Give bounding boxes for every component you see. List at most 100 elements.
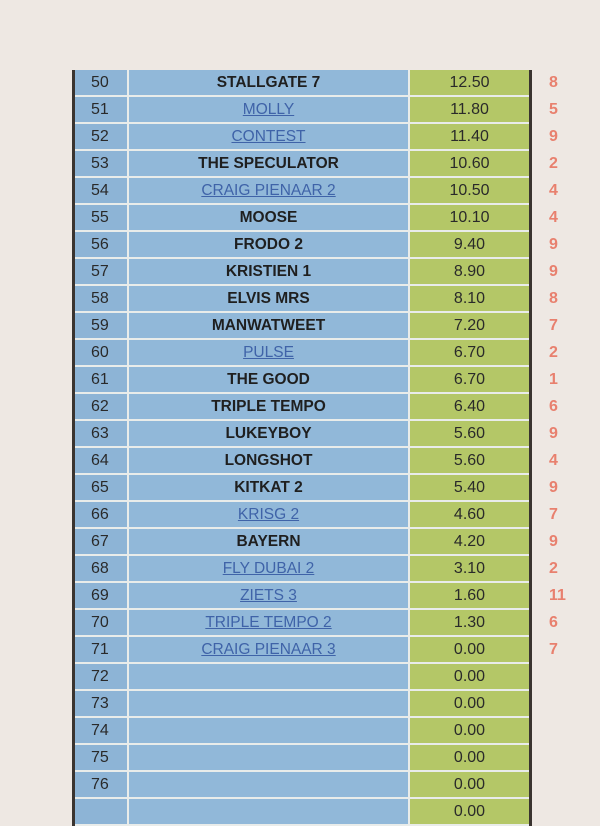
handwritten-rank: 6 xyxy=(549,398,558,415)
row-number: 72 xyxy=(75,664,129,689)
entry-name: KRISTIEN 1 xyxy=(129,259,410,284)
entry-name xyxy=(129,691,410,716)
handwritten-rank: 9 xyxy=(549,425,558,442)
entry-name[interactable]: CRAIG PIENAAR 3 xyxy=(129,637,410,662)
table-row: 62 TRIPLE TEMPO 6.40 6 xyxy=(75,394,558,421)
score-value: 11.80 xyxy=(410,97,529,122)
score-value: 10.10 xyxy=(410,205,529,230)
table-row: 66 KRISG 2 4.60 7 xyxy=(75,502,558,529)
handwritten-rank: 1 xyxy=(549,371,558,388)
handwritten-rank: 9 xyxy=(549,128,558,145)
score-value: 12.50 xyxy=(410,70,529,95)
table-row: 0.00 xyxy=(75,799,529,826)
entry-name[interactable]: CONTEST xyxy=(129,124,410,149)
row-number: 66 xyxy=(75,502,129,527)
entry-name: MANWATWEET xyxy=(129,313,410,338)
score-value: 8.10 xyxy=(410,286,529,311)
entry-name[interactable]: ZIETS 3 xyxy=(129,583,410,608)
score-value: 5.60 xyxy=(410,448,529,473)
table-row: 67 BAYERN 4.20 9 xyxy=(75,529,558,556)
table-row: 69 ZIETS 3 1.60 11 xyxy=(75,583,566,610)
row-number xyxy=(75,799,129,824)
score-value: 0.00 xyxy=(410,664,529,689)
row-number: 60 xyxy=(75,340,129,365)
table-row: 59 MANWATWEET 7.20 7 xyxy=(75,313,558,340)
score-value: 6.70 xyxy=(410,367,529,392)
entry-name: ELVIS MRS xyxy=(129,286,410,311)
row-number: 55 xyxy=(75,205,129,230)
row-number: 52 xyxy=(75,124,129,149)
row-number: 76 xyxy=(75,772,129,797)
score-value: 7.20 xyxy=(410,313,529,338)
row-number: 56 xyxy=(75,232,129,257)
table-row: 64 LONGSHOT 5.60 4 xyxy=(75,448,558,475)
score-value: 3.10 xyxy=(410,556,529,581)
table-row: 73 0.00 xyxy=(75,691,529,718)
table-row: 71 CRAIG PIENAAR 3 0.00 7 xyxy=(75,637,558,664)
row-number: 58 xyxy=(75,286,129,311)
row-number: 68 xyxy=(75,556,129,581)
table-row: 58 ELVIS MRS 8.10 8 xyxy=(75,286,558,313)
score-value: 5.60 xyxy=(410,421,529,446)
entry-name: THE SPECULATOR xyxy=(129,151,410,176)
entry-name: BAYERN xyxy=(129,529,410,554)
table-row: 52 CONTEST 11.40 9 xyxy=(75,124,558,151)
results-table: 50 STALLGATE 7 12.50 8 51 MOLLY 11.80 5 52 CONTES… xyxy=(72,70,566,826)
row-number: 75 xyxy=(75,745,129,770)
entry-name[interactable]: PULSE xyxy=(129,340,410,365)
row-number: 59 xyxy=(75,313,129,338)
table-row: 60 PULSE 6.70 2 xyxy=(75,340,558,367)
entry-name: TRIPLE TEMPO xyxy=(129,394,410,419)
score-value: 0.00 xyxy=(410,718,529,743)
handwritten-rank: 4 xyxy=(549,452,558,469)
handwritten-rank: 2 xyxy=(549,155,558,172)
entry-name: LUKEYBOY xyxy=(129,421,410,446)
score-value: 4.20 xyxy=(410,529,529,554)
score-value: 1.60 xyxy=(410,583,529,608)
entry-name[interactable]: MOLLY xyxy=(129,97,410,122)
table-row: 50 STALLGATE 7 12.50 8 xyxy=(75,70,558,97)
row-number: 73 xyxy=(75,691,129,716)
score-value: 4.60 xyxy=(410,502,529,527)
handwritten-rank: 7 xyxy=(549,641,558,658)
score-value: 9.40 xyxy=(410,232,529,257)
table-row: 72 0.00 xyxy=(75,664,529,691)
handwritten-rank: 2 xyxy=(549,344,558,361)
row-number: 65 xyxy=(75,475,129,500)
entry-name: KITKAT 2 xyxy=(129,475,410,500)
score-value: 5.40 xyxy=(410,475,529,500)
row-number: 62 xyxy=(75,394,129,419)
score-value: 10.50 xyxy=(410,178,529,203)
score-value: 8.90 xyxy=(410,259,529,284)
score-value: 0.00 xyxy=(410,745,529,770)
entry-name: STALLGATE 7 xyxy=(129,70,410,95)
table-row: 74 0.00 xyxy=(75,718,529,745)
handwritten-rank: 4 xyxy=(549,182,558,199)
row-number: 57 xyxy=(75,259,129,284)
entry-name xyxy=(129,664,410,689)
entry-name[interactable]: TRIPLE TEMPO 2 xyxy=(129,610,410,635)
entry-name[interactable]: KRISG 2 xyxy=(129,502,410,527)
handwritten-rank: 8 xyxy=(549,290,558,307)
handwritten-rank: 11 xyxy=(549,587,566,604)
table-row: 65 KITKAT 2 5.40 9 xyxy=(75,475,558,502)
handwritten-rank: 6 xyxy=(549,614,558,631)
row-number: 54 xyxy=(75,178,129,203)
handwritten-rank: 9 xyxy=(549,236,558,253)
entry-name[interactable]: FLY DUBAI 2 xyxy=(129,556,410,581)
entry-name: THE GOOD xyxy=(129,367,410,392)
score-value: 6.40 xyxy=(410,394,529,419)
row-number: 61 xyxy=(75,367,129,392)
handwritten-rank: 4 xyxy=(549,209,558,226)
row-number: 51 xyxy=(75,97,129,122)
handwritten-rank: 5 xyxy=(549,101,558,118)
table-row: 75 0.00 xyxy=(75,745,529,772)
table-row: 53 THE SPECULATOR 10.60 2 xyxy=(75,151,558,178)
score-value: 1.30 xyxy=(410,610,529,635)
table-row: 61 THE GOOD 6.70 1 xyxy=(75,367,558,394)
entry-name[interactable]: CRAIG PIENAAR 2 xyxy=(129,178,410,203)
score-value: 6.70 xyxy=(410,340,529,365)
row-number: 67 xyxy=(75,529,129,554)
entry-name xyxy=(129,745,410,770)
handwritten-rank: 9 xyxy=(549,479,558,496)
